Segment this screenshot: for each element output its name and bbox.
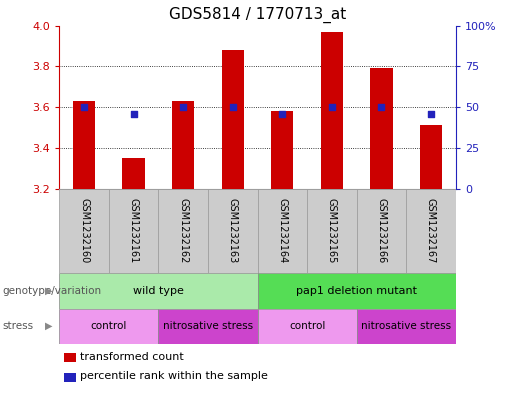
Text: GSM1232161: GSM1232161 [129, 198, 139, 264]
Title: GDS5814 / 1770713_at: GDS5814 / 1770713_at [169, 7, 346, 23]
Bar [258, 309, 356, 344]
Text: GSM1232162: GSM1232162 [178, 198, 188, 264]
Text: GSM1232165: GSM1232165 [327, 198, 337, 264]
Text: GSM1232166: GSM1232166 [376, 198, 386, 264]
Text: GSM1232167: GSM1232167 [426, 198, 436, 264]
Bar [420, 125, 442, 189]
Bar [159, 189, 208, 273]
Text: GSM1232160: GSM1232160 [79, 198, 89, 264]
Point [278, 110, 286, 117]
Text: nitrosative stress: nitrosative stress [163, 321, 253, 331]
Text: stress: stress [3, 321, 33, 331]
Bar [307, 189, 356, 273]
Text: wild type: wild type [133, 286, 184, 296]
Text: percentile rank within the sample: percentile rank within the sample [80, 371, 268, 382]
Bar [321, 32, 343, 189]
Bar [208, 189, 258, 273]
Text: ▶: ▶ [45, 321, 53, 331]
Bar [73, 101, 95, 189]
Text: GSM1232163: GSM1232163 [228, 198, 238, 264]
Bar [59, 189, 109, 273]
Bar [356, 189, 406, 273]
Bar [406, 189, 456, 273]
Bar [172, 101, 194, 189]
Text: ▶: ▶ [45, 286, 53, 296]
Bar [59, 309, 159, 344]
Bar [59, 273, 258, 309]
Bar [221, 50, 244, 189]
Point [129, 110, 138, 117]
Bar [258, 189, 307, 273]
Bar [123, 158, 145, 189]
Bar [370, 68, 392, 189]
Text: transformed count: transformed count [80, 351, 183, 362]
Bar [271, 111, 294, 189]
Bar [109, 189, 159, 273]
Bar [356, 309, 456, 344]
Point [179, 104, 187, 110]
Text: control: control [91, 321, 127, 331]
Bar [258, 273, 456, 309]
Bar [159, 309, 258, 344]
Point [427, 110, 435, 117]
Text: GSM1232164: GSM1232164 [277, 198, 287, 264]
Point [80, 104, 88, 110]
Text: control: control [289, 321, 325, 331]
Point [328, 104, 336, 110]
Point [229, 104, 237, 110]
Text: nitrosative stress: nitrosative stress [361, 321, 451, 331]
Text: genotype/variation: genotype/variation [3, 286, 101, 296]
Point [377, 104, 386, 110]
Text: pap1 deletion mutant: pap1 deletion mutant [296, 286, 417, 296]
